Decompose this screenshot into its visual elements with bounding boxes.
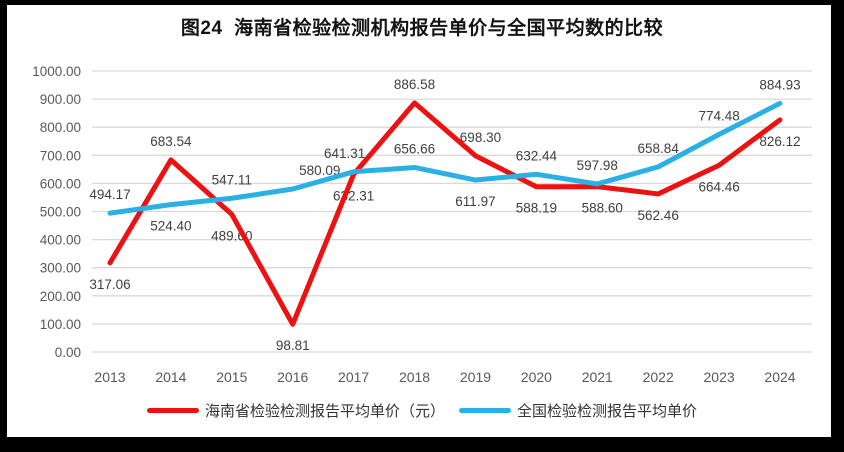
x-axis-tick-label: 2018 — [399, 369, 430, 385]
hainan-data-label: 588.19 — [516, 201, 557, 216]
y-axis-tick-label: 1000.00 — [32, 64, 81, 79]
national-data-label: 547.11 — [212, 172, 252, 187]
hainan-series-line — [107, 100, 783, 327]
hainan-data-label: 886.58 — [394, 77, 435, 92]
x-axis-tick-label: 2015 — [216, 369, 247, 385]
hainan-line-swatch-icon — [146, 408, 199, 413]
hainan-data-label: 317.06 — [89, 277, 130, 292]
x-axis-tick-label: 2013 — [94, 369, 125, 385]
national-data-label: 656.66 — [394, 141, 435, 156]
legend-label-national: 全国检验检测报告平均单价 — [517, 403, 698, 420]
y-axis-tick-label: 600.00 — [40, 176, 81, 191]
hainan-data-label: 698.30 — [460, 130, 501, 145]
x-axis-tick-label: 2019 — [460, 369, 491, 385]
frame-border-right — [831, 0, 844, 452]
frame-border-top — [0, 0, 844, 5]
y-axis-tick-label: 0.00 — [55, 345, 81, 360]
national-line-swatch-icon — [459, 408, 511, 413]
national-data-label: 774.48 — [698, 108, 739, 123]
legend-item-hainan: 海南省检验检测报告平均单价（元） — [146, 400, 445, 421]
national-data-label: 494.17 — [89, 187, 130, 202]
chart-title: 图24 海南省检验检测机构报告单价与全国平均数的比较 — [180, 18, 664, 39]
national-data-label: 580.09 — [299, 163, 340, 178]
hainan-data-label: 562.46 — [638, 208, 679, 223]
hainan-data-label: 632.31 — [333, 188, 374, 203]
national-data-label: 641.31 — [324, 146, 365, 161]
hainan-data-label: 588.60 — [582, 201, 623, 216]
hainan-data-label: 664.46 — [698, 179, 739, 194]
x-axis-tick-label: 2016 — [277, 369, 308, 385]
national-data-label: 632.44 — [516, 148, 558, 163]
hainan-data-label: 826.12 — [759, 134, 800, 149]
national-data-label: 524.40 — [150, 219, 191, 234]
y-axis-tick-label: 700.00 — [40, 148, 81, 163]
national-data-label: 597.98 — [577, 158, 618, 173]
hainan-data-label: 98.81 — [276, 338, 310, 353]
national-series-line — [107, 100, 783, 216]
y-axis-tick-label: 100.00 — [40, 317, 81, 332]
frame-border-bottom — [0, 437, 844, 452]
legend-label-hainan: 海南省检验检测报告平均单价（元） — [204, 403, 445, 420]
y-axis-tick-label: 500.00 — [40, 205, 81, 220]
national-data-label: 611.97 — [455, 194, 495, 209]
y-axis-tick-label: 200.00 — [40, 289, 81, 304]
x-axis-tick-label: 2022 — [643, 369, 674, 385]
y-axis-tick-label: 400.00 — [40, 233, 81, 248]
y-axis-tick-label: 800.00 — [40, 120, 81, 135]
hainan-data-label: 683.54 — [150, 134, 192, 149]
frame-border-left — [0, 0, 7, 452]
x-axis-tick-label: 2014 — [155, 369, 186, 385]
x-axis-tick-label: 2021 — [582, 369, 613, 385]
x-axis-tick-label: 2023 — [704, 369, 735, 385]
x-axis-tick-label: 2024 — [764, 369, 795, 385]
y-axis-tick-label: 900.00 — [40, 92, 81, 107]
y-axis-tick-label: 300.00 — [40, 261, 81, 276]
national-data-label: 658.84 — [638, 141, 680, 156]
legend: 海南省检验检测报告平均单价（元） 全国检验检测报告平均单价 — [0, 400, 844, 421]
national-data-label: 884.93 — [759, 77, 800, 92]
x-axis-tick-label: 2020 — [521, 369, 552, 385]
legend-item-national: 全国检验检测报告平均单价 — [459, 400, 697, 421]
x-axis-tick-label: 2017 — [338, 369, 369, 385]
